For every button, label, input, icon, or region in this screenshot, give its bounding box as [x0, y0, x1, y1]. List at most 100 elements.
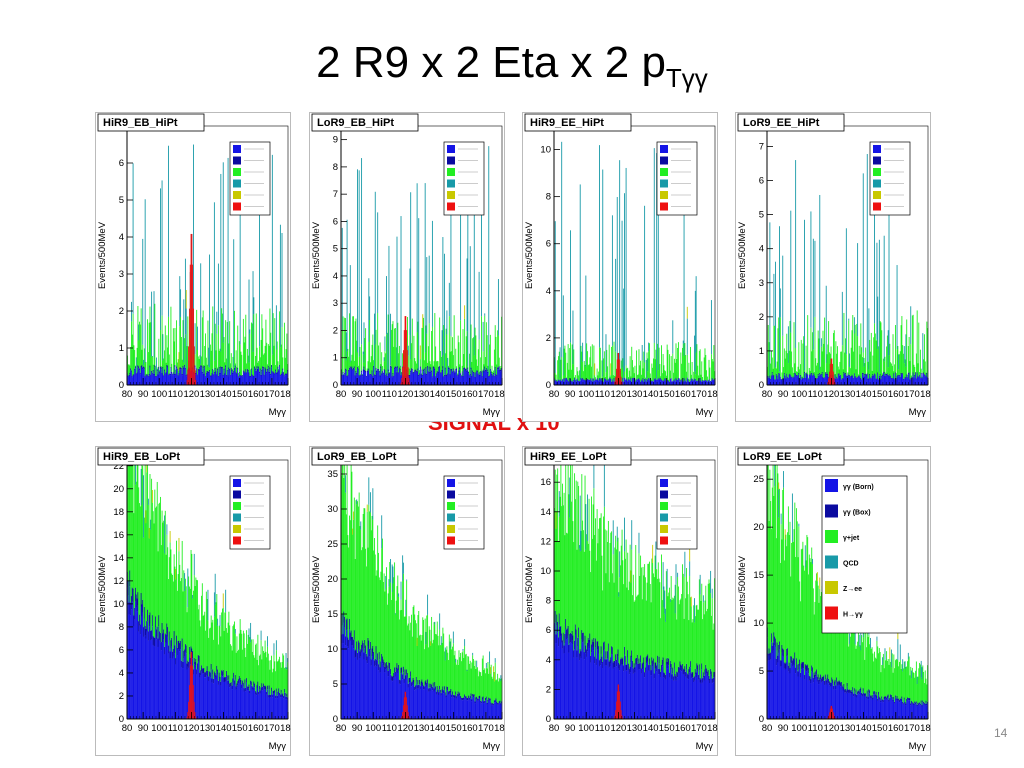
bar-gjet	[694, 371, 695, 379]
bar-born	[198, 662, 200, 719]
bar-born	[874, 374, 875, 385]
bar-gjet	[481, 316, 482, 372]
bar-box	[632, 377, 634, 379]
bar-box	[197, 368, 199, 371]
bar-gjet	[497, 330, 499, 368]
bar-zee	[493, 672, 495, 682]
bar-gjet	[582, 530, 584, 633]
bar-born	[155, 639, 157, 719]
bar-gjet	[613, 582, 615, 661]
bar-box	[571, 630, 573, 641]
bar-box	[853, 373, 855, 375]
bar-gjet	[653, 358, 654, 382]
bar-qcd	[611, 215, 613, 346]
bar-box	[594, 380, 596, 381]
bar-qcd	[252, 271, 254, 352]
y-tick-label: 6	[119, 158, 124, 169]
bar-born	[139, 625, 140, 719]
bar-box	[475, 697, 477, 700]
bar-gjet	[246, 643, 248, 687]
bar-box	[146, 374, 148, 376]
bar-gjet	[186, 612, 188, 664]
bar-gjet	[767, 324, 769, 376]
bar-gjet	[231, 650, 233, 686]
bar-gjet	[160, 545, 162, 643]
bar-gjet	[864, 363, 866, 375]
bar-born	[258, 368, 260, 385]
x-tick-label: 120	[397, 389, 413, 400]
bar-box	[395, 367, 397, 369]
bar-qcd	[143, 359, 144, 366]
bar-born	[587, 651, 588, 719]
bar-gjet	[223, 337, 225, 369]
bar-born	[380, 368, 382, 385]
bar-gjet	[445, 649, 447, 696]
bar-born	[573, 380, 575, 385]
bar-born	[171, 646, 173, 719]
bar-gjet	[209, 367, 211, 370]
bar-born	[473, 373, 475, 385]
bar-born	[168, 653, 169, 719]
bar-box	[493, 703, 495, 706]
bar-gjet	[612, 375, 614, 382]
bar-gjet	[423, 317, 425, 370]
bar-gjet	[583, 361, 585, 380]
bar-born	[424, 374, 426, 385]
bar-box	[567, 625, 569, 636]
bar-box	[250, 375, 252, 377]
bar-gjet	[353, 316, 354, 368]
bar-born	[827, 375, 829, 385]
bar-born	[389, 373, 391, 385]
bar-box	[771, 371, 773, 374]
bar-born	[362, 370, 364, 385]
bar-born	[131, 377, 133, 385]
bar-higgs	[620, 701, 621, 719]
bar-box	[394, 366, 396, 369]
bar-gjet	[218, 350, 220, 367]
bar-born	[768, 378, 770, 385]
bar-born	[184, 366, 186, 385]
bar-born	[147, 376, 149, 385]
bar-gjet	[178, 370, 180, 374]
bar-box	[779, 376, 781, 378]
bar-box	[484, 366, 486, 369]
bar-gjet	[660, 376, 662, 378]
bar-box	[630, 377, 632, 379]
bar-gjet	[498, 677, 500, 702]
bar-box	[460, 696, 462, 699]
bar-qcd	[192, 594, 194, 599]
bar-gjet	[180, 316, 182, 368]
bar-gjet	[277, 660, 279, 692]
bar-born	[246, 682, 248, 719]
bar-gjet	[154, 303, 156, 366]
bar-box	[646, 378, 648, 380]
bar-box	[215, 371, 217, 373]
bar-box	[826, 372, 828, 374]
bar-gjet	[640, 567, 642, 669]
bar-gjet	[468, 353, 470, 376]
bar-box	[598, 646, 600, 654]
bar-born	[342, 373, 344, 385]
bar-born	[562, 648, 563, 719]
y-tick-label: 6	[119, 645, 124, 656]
bar-gjet	[624, 558, 626, 657]
bar-box	[263, 685, 265, 690]
bar-box	[466, 698, 468, 701]
bar-box	[369, 648, 371, 657]
bar-box	[851, 374, 853, 376]
bar-gjet	[139, 324, 141, 374]
bar-box	[481, 697, 483, 700]
bar-box	[234, 680, 235, 685]
bar-gjet	[569, 517, 571, 635]
bar-gjet	[606, 349, 608, 381]
bar-gjet	[130, 346, 132, 369]
y-tick-label: 35	[327, 469, 338, 480]
bar-box	[626, 379, 628, 380]
bar-box	[684, 378, 686, 379]
bar-box	[619, 664, 621, 671]
bar-qcd	[153, 291, 155, 358]
bar-box	[856, 377, 858, 379]
bar-gjet	[396, 586, 398, 664]
bar-gjet	[255, 643, 257, 693]
bar-qcd	[848, 318, 850, 321]
